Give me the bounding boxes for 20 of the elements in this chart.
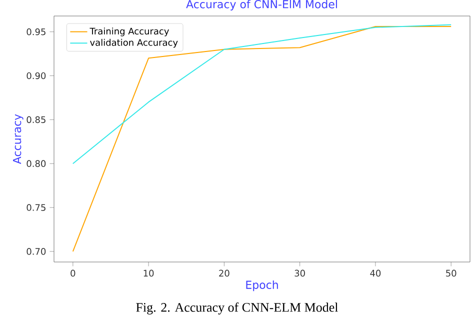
y-axis-title: Accuracy [13,114,24,164]
x-tick-label: 0 [70,270,76,277]
x-tick-label: 10 [144,270,154,277]
line-series [72,24,452,164]
x-tick-label: 50 [446,270,456,277]
y-tick-label: 0.80 [26,160,46,167]
y-tick-label: 0.90 [26,72,46,80]
legend-label: Training Accuracy [90,28,169,36]
x-tick-label: 30 [294,270,305,277]
x-axis-title: Epoch [246,280,278,292]
caption: Fig. 2. Accuracy of CNN-ELM Model [136,302,338,314]
y-tick-label: 0.95 [26,28,46,36]
legend-label: validation Accuracy [90,38,178,48]
chart-title: Accuracy of CNN-ElM Model [186,0,337,10]
x-tick-label: 40 [370,270,381,277]
y-tick-label: 0.70 [26,248,46,255]
line-series [72,26,452,252]
y-tick-label: 0.85 [26,116,46,124]
x-tick-label: 20 [219,270,230,277]
y-tick-label: 0.75 [26,204,46,211]
